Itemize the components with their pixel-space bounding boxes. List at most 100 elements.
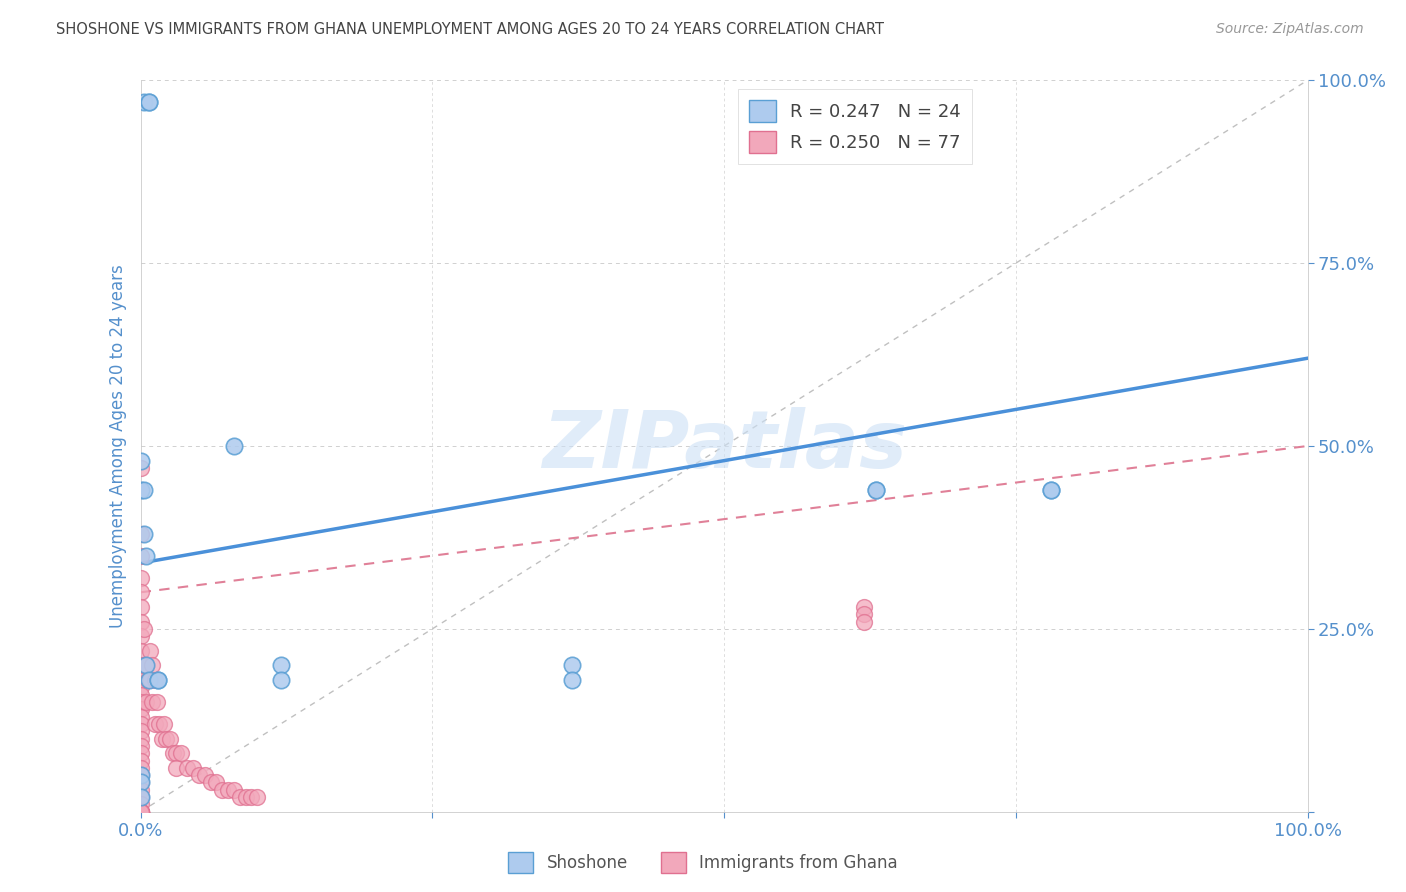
Point [129, 790, 152, 805]
Point [129, 782, 152, 797]
Y-axis label: Unemployment Among Ages 20 to 24 years: Unemployment Among Ages 20 to 24 years [108, 264, 127, 628]
Text: ZIPatlas: ZIPatlas [541, 407, 907, 485]
Text: Source: ZipAtlas.com: Source: ZipAtlas.com [1216, 22, 1364, 37]
Point [129, 805, 152, 819]
Point [146, 673, 169, 687]
Point [853, 607, 876, 622]
Point [129, 702, 152, 716]
Point [129, 681, 152, 695]
Point [129, 615, 152, 629]
Point [148, 717, 170, 731]
Point [853, 615, 876, 629]
Point [270, 658, 292, 673]
Point [129, 453, 152, 467]
Point [146, 673, 169, 687]
Point [853, 599, 876, 614]
Text: SHOSHONE VS IMMIGRANTS FROM GHANA UNEMPLOYMENT AMONG AGES 20 TO 24 YEARS CORRELA: SHOSHONE VS IMMIGRANTS FROM GHANA UNEMPL… [56, 22, 884, 37]
Point [129, 805, 152, 819]
Point [138, 95, 160, 110]
Point [129, 461, 152, 475]
Point [135, 658, 157, 673]
Point [146, 695, 169, 709]
Point [200, 775, 222, 789]
Point [129, 805, 152, 819]
Point [129, 724, 152, 739]
Point [129, 805, 152, 819]
Point [176, 761, 198, 775]
Point [129, 709, 152, 723]
Point [229, 790, 252, 805]
Point [170, 746, 193, 760]
Point [129, 754, 152, 768]
Point [139, 644, 162, 658]
Point [561, 673, 583, 687]
Point [139, 673, 162, 687]
Point [132, 483, 155, 497]
Point [150, 731, 173, 746]
Point [141, 695, 163, 709]
Point [132, 658, 155, 673]
Point [129, 768, 152, 782]
Point [129, 695, 152, 709]
Point [129, 526, 152, 541]
Point [141, 658, 163, 673]
Point [129, 658, 152, 673]
Point [132, 526, 155, 541]
Point [129, 805, 152, 819]
Point [143, 717, 166, 731]
Point [136, 673, 159, 687]
Point [222, 439, 245, 453]
Point [129, 805, 152, 819]
Point [246, 790, 269, 805]
Point [217, 782, 239, 797]
Point [188, 768, 211, 782]
Point [165, 746, 187, 760]
Point [129, 805, 152, 819]
Point [194, 768, 217, 782]
Point [865, 483, 887, 497]
Point [132, 95, 155, 110]
Point [1039, 483, 1062, 497]
Legend: Shoshone, Immigrants from Ghana: Shoshone, Immigrants from Ghana [502, 846, 904, 880]
Point [129, 549, 152, 563]
Point [205, 775, 228, 789]
Point [129, 739, 152, 753]
Point [129, 775, 152, 789]
Point [129, 571, 152, 585]
Point [162, 746, 184, 760]
Point [153, 717, 176, 731]
Point [159, 731, 181, 746]
Point [129, 761, 152, 775]
Point [129, 731, 152, 746]
Point [165, 761, 187, 775]
Point [135, 658, 157, 673]
Point [129, 717, 152, 731]
Point [135, 549, 157, 563]
Point [129, 585, 152, 599]
Point [129, 768, 152, 782]
Point [865, 483, 887, 497]
Point [235, 790, 257, 805]
Point [129, 805, 152, 819]
Point [129, 805, 152, 819]
Point [1039, 483, 1062, 497]
Point [129, 629, 152, 643]
Point [561, 658, 583, 673]
Point [129, 483, 152, 497]
Point [135, 695, 157, 709]
Point [129, 599, 152, 614]
Point [155, 731, 177, 746]
Point [129, 797, 152, 812]
Point [138, 95, 160, 110]
Point [129, 805, 152, 819]
Point [270, 673, 292, 687]
Point [222, 782, 245, 797]
Legend: R = 0.247   N = 24, R = 0.250   N = 77: R = 0.247 N = 24, R = 0.250 N = 77 [738, 89, 972, 164]
Point [129, 644, 152, 658]
Point [129, 775, 152, 789]
Point [129, 805, 152, 819]
Point [129, 688, 152, 702]
Point [143, 673, 166, 687]
Point [129, 673, 152, 687]
Point [240, 790, 263, 805]
